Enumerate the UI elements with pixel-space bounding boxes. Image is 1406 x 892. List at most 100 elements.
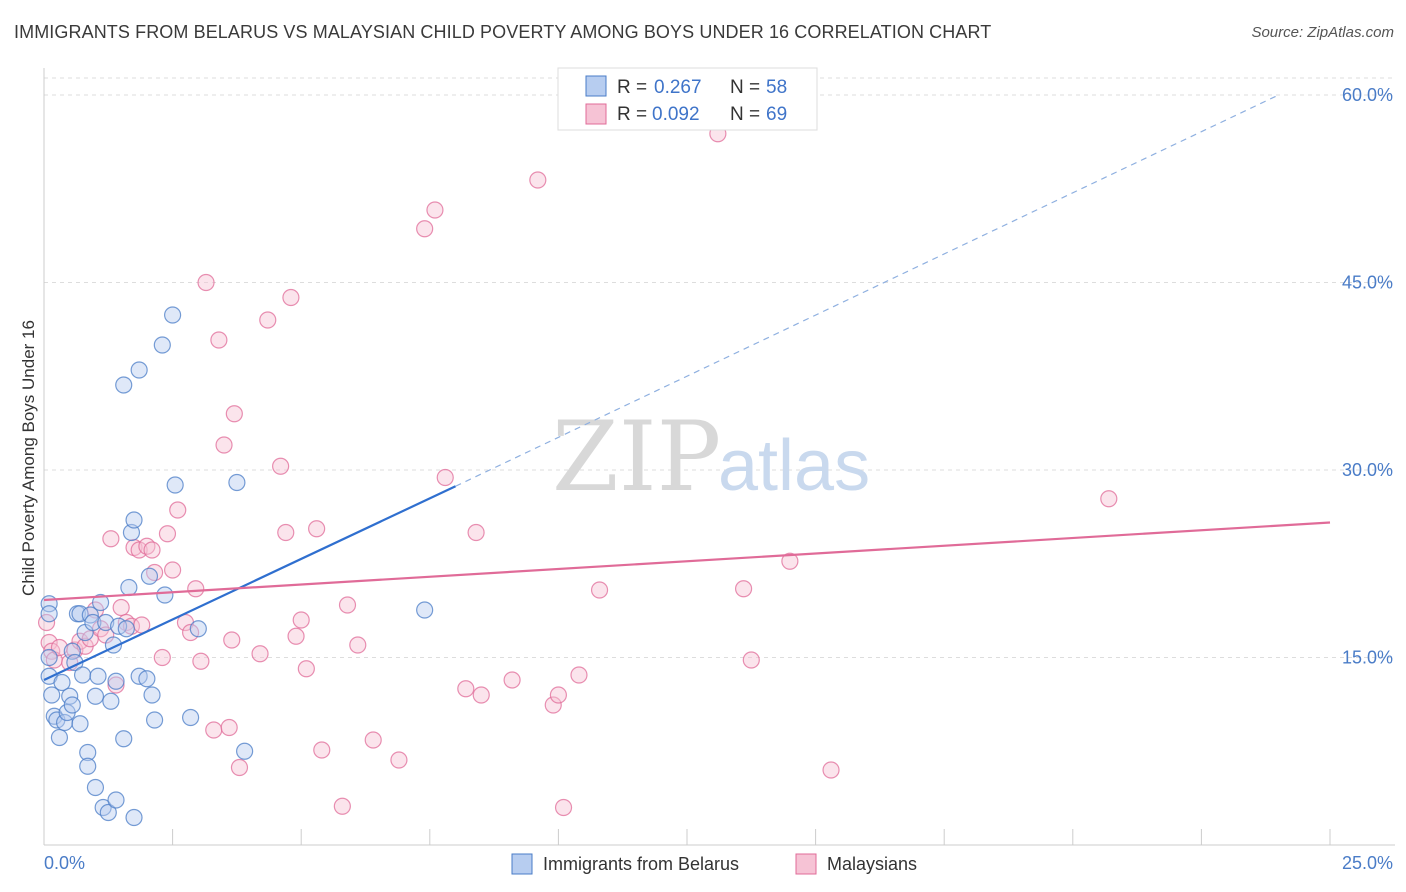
belarus-point <box>156 586 174 604</box>
malaysians-point <box>570 666 588 684</box>
malaysians-point <box>426 201 444 219</box>
belarus-point <box>122 523 141 542</box>
malaysians-point <box>225 405 243 423</box>
malaysians-point <box>153 648 171 667</box>
malaysians-point <box>158 525 177 543</box>
malaysians-point <box>436 468 454 487</box>
belarus-point <box>97 613 115 632</box>
belarus-point <box>63 642 81 660</box>
legend-n-value-belarus: 58 <box>766 77 787 98</box>
belarus-point <box>102 692 120 710</box>
belarus-trend-line <box>43 485 456 681</box>
malaysians-point <box>197 273 215 292</box>
malaysians-point <box>333 797 351 815</box>
legend-r-value-malaysians: 0.092 <box>652 104 700 125</box>
malaysians-point <box>549 686 568 704</box>
malaysians-point <box>169 501 187 519</box>
malaysians-point <box>529 171 547 189</box>
watermark-zip: ZIP <box>552 401 721 513</box>
malaysians-point <box>338 596 357 614</box>
gridlines <box>44 77 1395 658</box>
belarus-point <box>125 511 143 529</box>
correlation-legend: R = 0.267 N = 58 R = 0.092 N = 69 <box>557 67 818 131</box>
malaysians-point <box>143 541 161 559</box>
malaysians-point <box>287 627 305 645</box>
legend-n-value-malaysians: 69 <box>766 104 787 125</box>
malaysians-point <box>230 758 249 777</box>
malaysians-point <box>164 561 182 579</box>
malaysians-point <box>590 581 609 599</box>
malaysians-point <box>259 311 277 329</box>
belarus-point <box>236 742 254 760</box>
malaysians-point <box>282 288 300 307</box>
belarus-point <box>107 791 125 809</box>
belarus-point <box>63 696 81 714</box>
malaysians-point <box>781 552 799 570</box>
malaysians-point <box>308 520 326 538</box>
belarus-point <box>166 476 184 494</box>
belarus-point <box>140 567 159 585</box>
malaysians-trend-line <box>43 521 1331 602</box>
belarus-point <box>89 667 107 685</box>
legend-n-label-belarus: N = <box>730 77 760 98</box>
belarus-point <box>53 673 71 692</box>
belarus-point <box>91 593 110 612</box>
bottom-legend-label-belarus: Immigrants from Belarus <box>543 854 739 874</box>
chart-title: IMMIGRANTS FROM BELARUS VS MALAYSIAN CHI… <box>14 22 992 42</box>
belarus-point <box>107 672 125 690</box>
series-legend: Immigrants from Belarus Malaysians <box>511 853 917 875</box>
belarus-point <box>145 711 164 729</box>
belarus-point <box>153 336 171 354</box>
belarus-point <box>228 473 246 492</box>
y-axis-label: Child Poverty Among Boys Under 16 <box>19 320 38 596</box>
belarus-point <box>73 666 92 684</box>
legend-r-label-belarus: R = <box>617 77 647 98</box>
malaysians-point <box>107 676 125 694</box>
belarus-point <box>71 715 89 733</box>
x-tick-label: 0.0% <box>44 853 85 873</box>
data-points <box>37 125 1118 827</box>
malaysians-point <box>102 530 120 548</box>
malaysians-point <box>822 761 840 779</box>
belarus-point <box>130 361 148 379</box>
malaysians-point <box>220 718 238 737</box>
belarus-point <box>43 686 61 704</box>
malaysians-point <box>472 686 490 704</box>
malaysians-point <box>544 696 562 714</box>
trend-lines <box>43 94 1331 681</box>
tick-labels: 15.0% 30.0% 45.0% 60.0% 0.0% 25.0% <box>44 85 1393 873</box>
belarus-point <box>416 601 434 619</box>
y-tick-label: 30.0% <box>1342 460 1393 480</box>
malaysians-point <box>297 660 315 678</box>
belarus-point <box>94 798 112 817</box>
malaysians-point <box>192 652 210 670</box>
malaysians-point <box>215 436 233 454</box>
malaysians-point <box>742 651 760 669</box>
legend-swatch-belarus <box>585 75 607 97</box>
belarus-point <box>40 605 58 623</box>
malaysians-point <box>349 636 367 654</box>
y-tick-label: 45.0% <box>1342 273 1393 293</box>
malaysians-point <box>292 611 310 629</box>
source-label: Source: ZipAtlas.com <box>1251 24 1394 41</box>
malaysians-point <box>467 523 485 542</box>
malaysians-point <box>457 680 475 698</box>
belarus-point <box>79 757 97 775</box>
belarus-point <box>138 670 156 688</box>
belarus-point <box>117 620 135 638</box>
belarus-point <box>164 306 182 324</box>
bottom-legend-swatch-belarus <box>511 853 533 875</box>
belarus-point <box>143 686 161 704</box>
belarus-point <box>99 803 117 822</box>
legend-r-label-malaysians: R = <box>617 104 647 125</box>
axes <box>43 68 1395 846</box>
belarus-trend-extension <box>455 94 1279 487</box>
bottom-legend-swatch-malaysians <box>795 853 817 875</box>
y-tick-label: 60.0% <box>1342 85 1393 105</box>
malaysians-point <box>187 580 205 598</box>
malaysians-point <box>503 671 521 689</box>
x-tick-label: 25.0% <box>1342 853 1393 873</box>
watermark-atlas: atlas <box>718 426 870 506</box>
belarus-point <box>86 778 105 797</box>
